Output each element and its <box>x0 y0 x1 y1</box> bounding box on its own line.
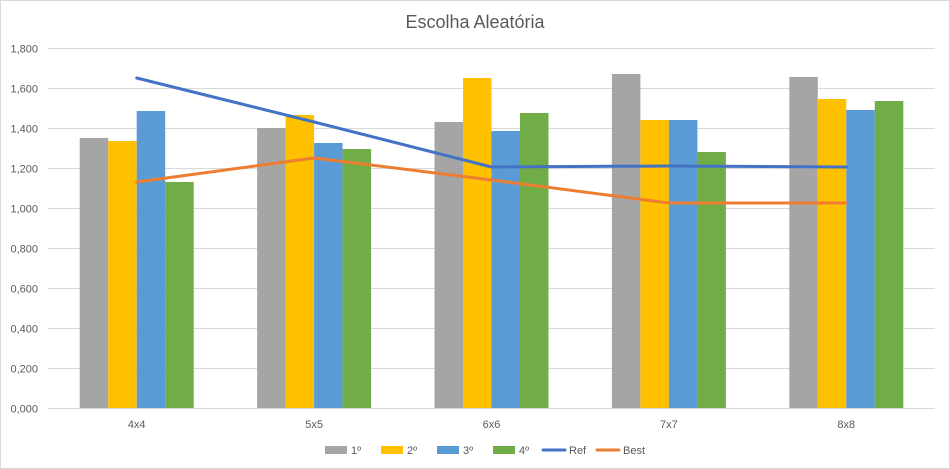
bar <box>697 152 726 408</box>
legend-label: 4º <box>519 445 529 457</box>
legend-swatch <box>381 446 403 454</box>
y-tick-label: 0,800 <box>10 244 38 256</box>
bar <box>285 115 315 408</box>
legend-item: 3º <box>437 445 473 457</box>
bar <box>611 74 641 408</box>
legend-swatch <box>493 446 515 454</box>
y-tick-label: 1,600 <box>10 84 38 96</box>
bar <box>491 131 520 408</box>
y-tick-label: 0,400 <box>10 324 38 336</box>
y-tick-label: 0,600 <box>10 284 38 296</box>
x-tick-label: 8x8 <box>837 419 855 431</box>
x-tick-label: 5x5 <box>305 419 323 431</box>
lines <box>135 76 848 205</box>
bar <box>79 138 109 408</box>
x-tick-label: 4x4 <box>128 419 146 431</box>
bar <box>520 113 549 408</box>
y-tick-label: 1,400 <box>10 124 38 136</box>
legend-item: 2º <box>381 445 417 457</box>
y-tick-label: 0,200 <box>10 364 38 376</box>
y-tick-label: 1,200 <box>10 164 38 176</box>
bar <box>257 128 286 408</box>
x-tick-label: 6x6 <box>483 419 501 431</box>
bar <box>314 143 343 408</box>
bar <box>165 182 194 408</box>
bar <box>668 120 698 408</box>
series-line <box>135 76 848 169</box>
bar <box>640 120 669 408</box>
legend-swatch <box>325 446 347 454</box>
x-tick-label: 7x7 <box>660 419 678 431</box>
legend-item: 4º <box>493 445 529 457</box>
bar <box>817 99 847 408</box>
bar <box>108 141 137 408</box>
legend-item: Ref <box>541 445 587 457</box>
bar <box>342 149 372 408</box>
bar <box>136 111 166 408</box>
legend-item: Best <box>595 445 645 457</box>
bar <box>846 110 875 408</box>
y-tick-label: 1,800 <box>10 44 38 56</box>
legend-swatch <box>437 446 459 454</box>
chart-title: Escolha Aleatória <box>405 12 545 32</box>
legend-item: 1º <box>325 445 361 457</box>
bar <box>789 77 818 408</box>
bar <box>434 122 463 408</box>
bar <box>874 101 904 408</box>
bars <box>79 74 904 408</box>
x-axis-ticks: 4x4 5x5 6x6 7x7 8x8 <box>48 408 935 431</box>
y-tick-label: 0,000 <box>10 404 38 416</box>
bar <box>463 78 492 408</box>
y-tick-label: 1,000 <box>10 204 38 216</box>
y-axis-ticks: 0,000 0,200 0,400 0,600 0,800 1,000 1,200 1,400… <box>10 44 38 416</box>
legend-label: 3º <box>463 445 473 457</box>
legend: 1º 2º 3º 4º Ref Best <box>325 445 645 457</box>
legend-label: Ref <box>569 445 587 457</box>
legend-label: 2º <box>407 445 417 457</box>
series-line <box>135 156 848 205</box>
legend-label: Best <box>623 445 645 457</box>
legend-label: 1º <box>351 445 361 457</box>
